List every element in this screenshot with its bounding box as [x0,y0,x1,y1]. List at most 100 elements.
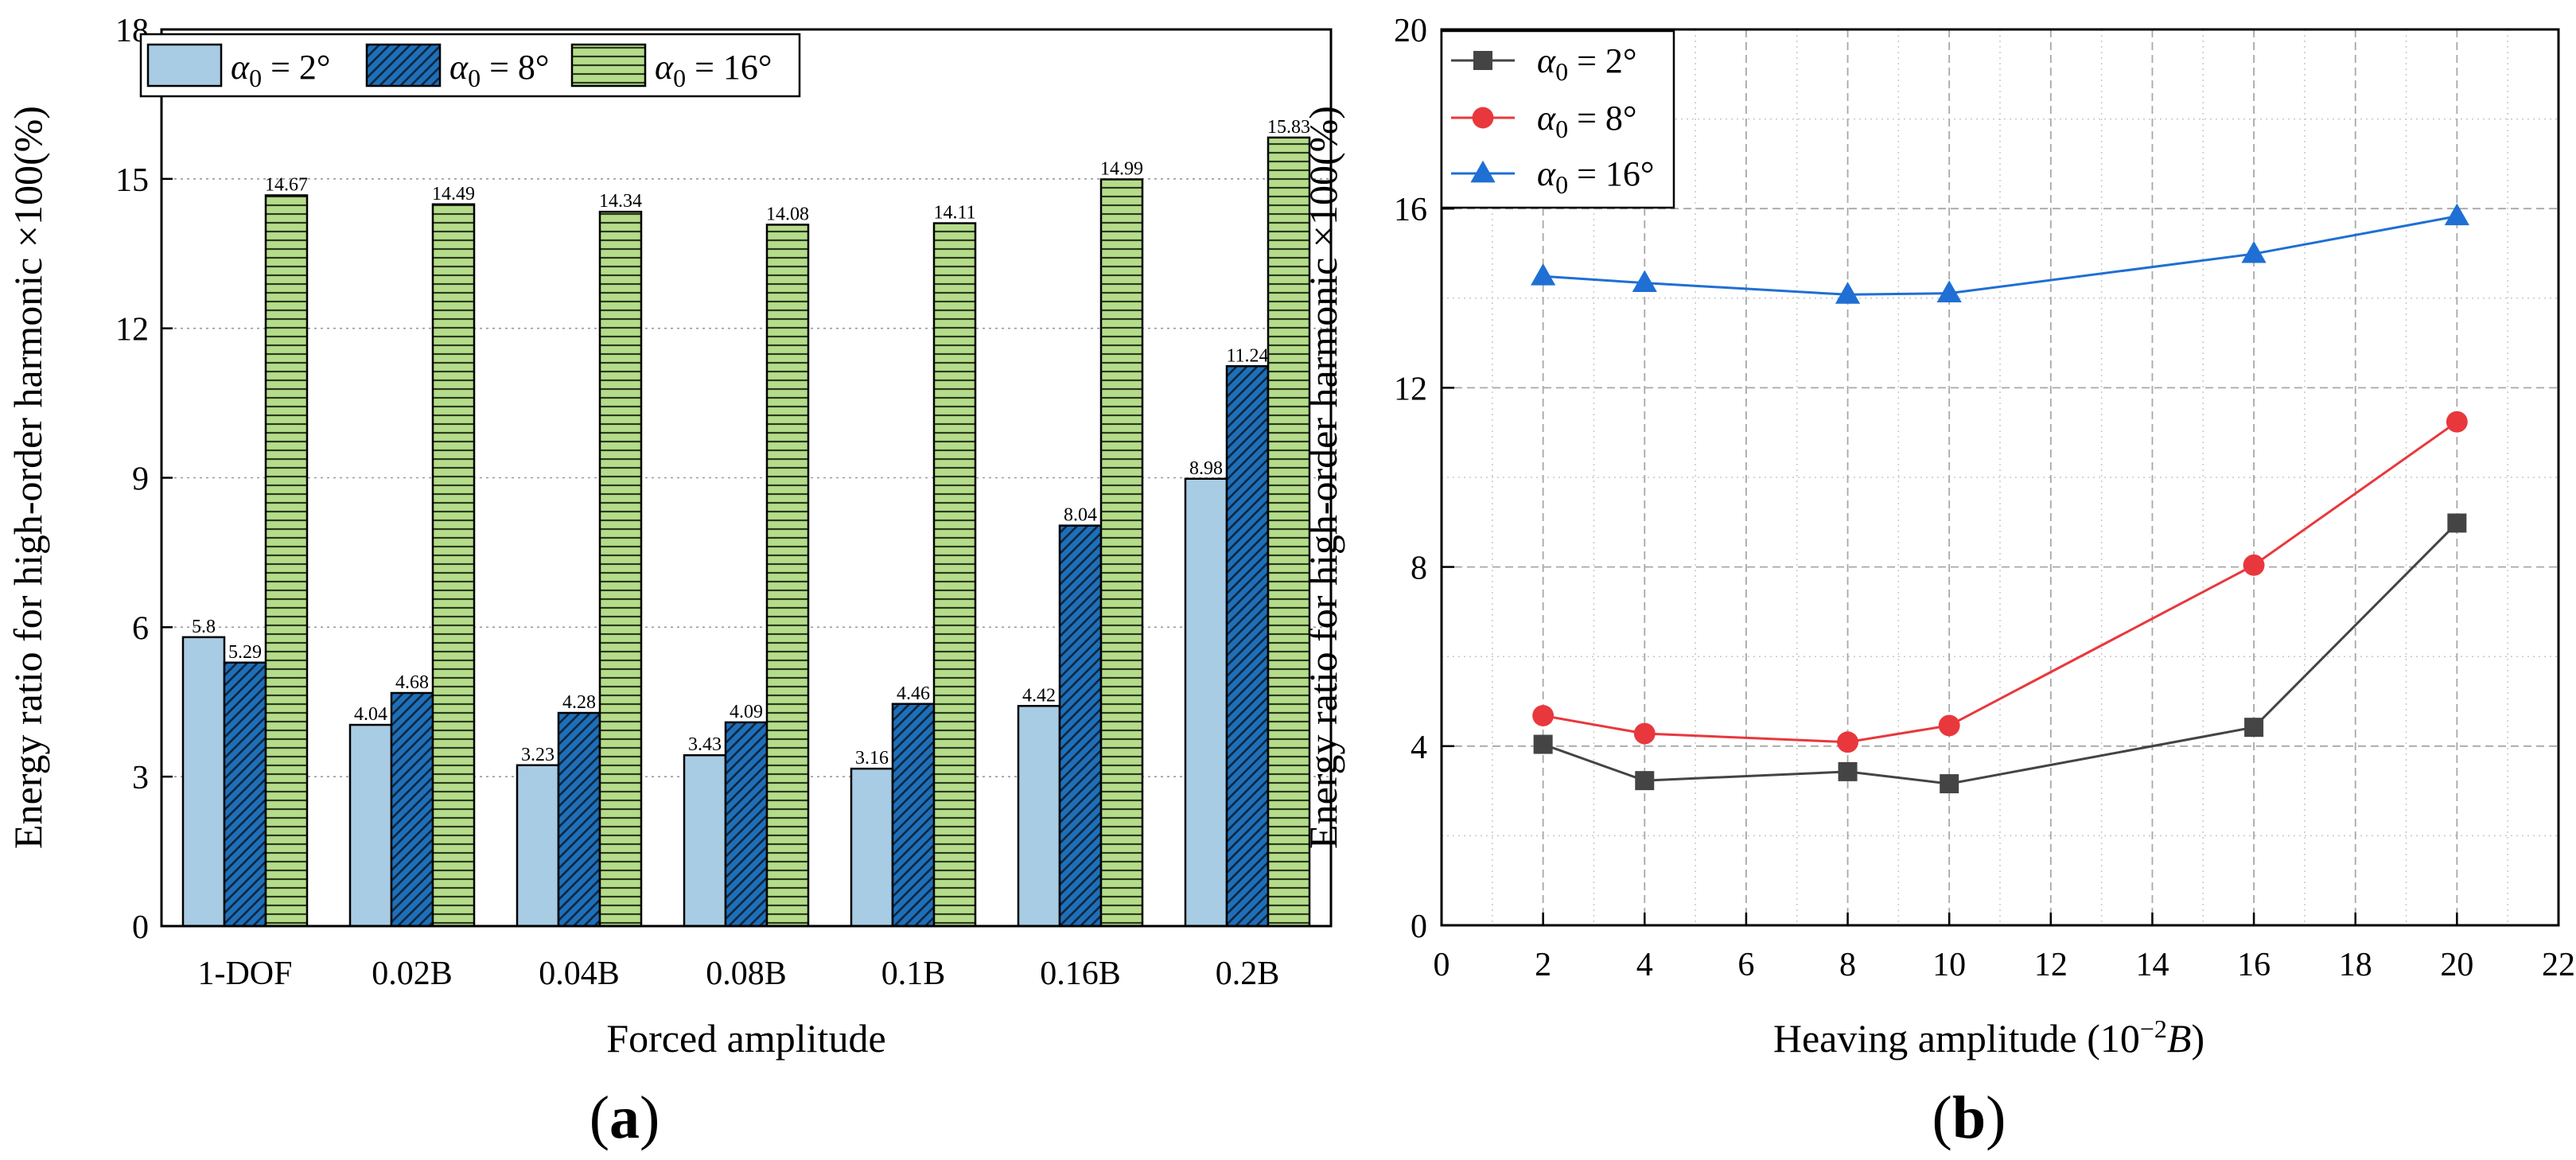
bar-value-label: 5.8 [192,617,216,637]
series [1532,411,2468,753]
legend-rest: = 8° [1568,99,1636,138]
legend-symbol: α [449,48,469,87]
y-tick-label: 15 [115,162,149,199]
series-line [1543,420,2458,744]
x-axis-ticks: 0 2 4 6 8 10 12 14 16 18 20 22 [1434,913,2575,983]
x-tick-label: 4 [1636,947,1653,983]
bar-value-label: 4.46 [897,683,930,704]
series [1531,203,2469,304]
bar-value-label: 14.67 [265,174,308,195]
y-tick-label: 12 [1394,371,1427,407]
x-tick-label: 0.1B [881,956,946,992]
x-tick-label: 16 [2237,947,2271,983]
bar-value-label: 14.49 [432,184,475,204]
bar [181,636,226,928]
bar [1099,178,1144,928]
bar-value-label: 4.09 [730,702,763,722]
legend-rest: = 2° [1568,41,1636,80]
y-tick-label: 16 [1394,192,1427,228]
bar-value-label: 3.43 [688,734,722,755]
data-point [1531,263,1556,286]
bar [557,711,601,928]
legend-swatch [146,43,223,88]
bar [598,210,643,928]
x-tick-label: 1-DOF [197,956,292,992]
x-tick-label: 22 [2542,947,2575,983]
series-line [1543,215,2457,296]
x-tick-label: 20 [2440,947,2473,983]
x-tick-label: 18 [2339,947,2372,983]
data-point [2243,554,2265,576]
x-tick-label: 0.02B [372,956,453,992]
x-tick-label: 0.04B [539,956,620,992]
x-axis-ticks: 1-DOF 0.02B 0.04B 0.08B 0.1B 0.16B 0.2B [197,956,1279,992]
legend-label: α0 = 8° [449,48,550,92]
bar [683,753,727,928]
legend-swatch [570,43,647,88]
data-point [1635,771,1655,791]
bar [348,723,393,928]
panel-letter: a [609,1084,640,1151]
x-tick-label: 12 [2034,947,2068,983]
legend-label: α0 = 8° [1537,99,1637,143]
legend-rest: = 2° [262,48,330,87]
bar [516,764,560,928]
bar [1058,524,1103,928]
data-point [1936,280,1962,303]
legend-subscript: 0 [1555,57,1568,86]
bar-value-label: 3.23 [521,745,555,765]
bar [264,194,309,928]
x-tick-label: 8 [1839,947,1856,983]
legend-symbol: α [1537,154,1556,193]
bar-value-label: 4.28 [562,692,596,713]
legend-box [139,33,801,98]
data-point [2244,718,2264,738]
legend-subscript: 0 [673,64,686,92]
x-axis-label: Forced amplitude [606,1016,885,1061]
data-point [1473,51,1492,70]
bar [390,691,434,928]
legend: α0 = 2°α0 = 8°α0 = 16° [139,33,801,98]
series-line [1543,522,2458,785]
bar-chart-panel: 5.8 5.29 14.67 4.04 4.68 14.49 3.23 4.28 14.34 3.… [6,13,1333,1151]
panel-label: (b) [1932,1084,2006,1151]
gridlines [1442,29,2558,925]
bar [1225,365,1270,928]
legend-symbol: α [1537,99,1556,138]
x-label-close: ) [2191,1016,2204,1061]
y-tick-label: 4 [1411,730,1427,766]
y-tick-label: 9 [132,461,149,498]
bar [891,703,936,928]
bar-value-label: 8.98 [1189,458,1223,479]
bar [724,721,769,928]
legend-label: α0 = 16° [655,48,772,92]
x-tick-label: 2 [1535,947,1551,983]
data-point [1532,705,1555,726]
legend-swatch [365,43,442,88]
legend-subscript: 0 [249,64,262,92]
legend: α0 = 2°α0 = 8°α0 = 16° [1440,29,1675,209]
y-axis-label: Energy ratio for high-order harmonic ×10… [1301,106,1345,849]
legend-rest: = 16° [686,48,772,87]
x-tick-label: 0.2B [1216,956,1280,992]
bar-value-label: 4.42 [1022,685,1056,706]
data-point [2444,203,2469,226]
bar-value-label: 5.29 [228,642,262,663]
y-tick-label: 8 [1411,551,1427,587]
legend-label: α0 = 2° [231,48,331,92]
x-label-main: Heaving amplitude (10 [1773,1016,2140,1061]
bar-value-label: 14.99 [1100,158,1143,179]
x-label-variable: B [2167,1016,2192,1061]
data-point [1470,160,1496,183]
y-tick-label: 0 [1411,909,1427,945]
bar-value-label: 8.04 [1064,505,1097,526]
bar-value-labels: 5.8 5.29 14.67 4.04 4.68 14.49 3.23 4.28 14.34 3.… [192,117,1310,769]
bar-value-label: 4.04 [354,704,387,725]
legend-subscript: 0 [1555,170,1568,199]
bar-value-label: 3.16 [855,748,889,769]
y-axis-ticks: 0 4 8 12 16 20 [1394,13,1454,945]
data-point [1938,714,1960,737]
legend-rest: = 8° [481,48,549,87]
